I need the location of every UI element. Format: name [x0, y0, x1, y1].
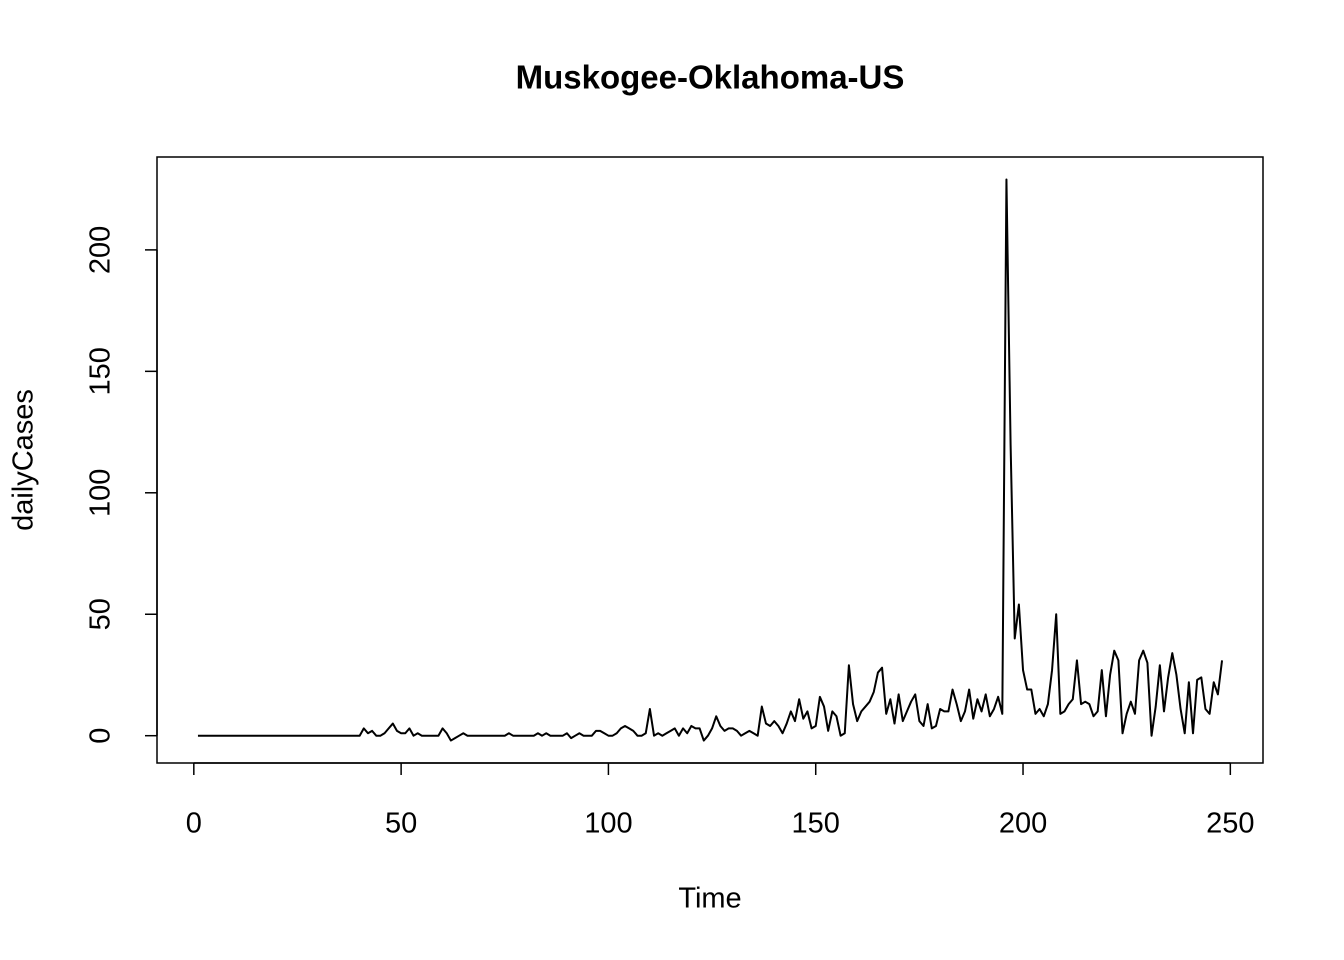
- y-tick-label: 0: [85, 728, 117, 744]
- x-tick-label: 250: [1206, 808, 1254, 840]
- y-axis-label: dailyCases: [8, 389, 40, 531]
- x-tick-label: 0: [186, 808, 202, 840]
- x-tick-label: 150: [792, 808, 840, 840]
- x-tick-label: 100: [584, 808, 632, 840]
- x-tick-label: 200: [999, 808, 1047, 840]
- chart-title: Muskogee-Oklahoma-US: [516, 59, 905, 96]
- y-tick-label: 50: [85, 598, 117, 630]
- data-line: [197, 178, 1224, 742]
- y-tick-label: 200: [85, 226, 117, 274]
- y-tick-label: 100: [85, 469, 117, 517]
- y-tick-label: 150: [85, 347, 117, 395]
- x-tick-label: 50: [385, 808, 417, 840]
- x-axis-label: Time: [678, 883, 741, 915]
